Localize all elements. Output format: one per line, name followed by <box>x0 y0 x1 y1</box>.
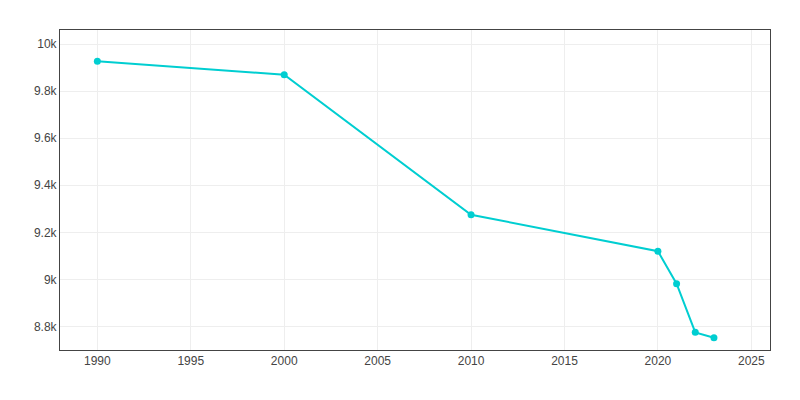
svg-text:9.4k: 9.4k <box>34 178 58 192</box>
svg-text:9k: 9k <box>44 273 58 287</box>
svg-text:2020: 2020 <box>645 354 672 368</box>
svg-text:8.8k: 8.8k <box>34 320 58 334</box>
svg-text:2025: 2025 <box>738 354 765 368</box>
svg-text:2010: 2010 <box>458 354 485 368</box>
svg-text:1995: 1995 <box>177 354 204 368</box>
svg-text:2000: 2000 <box>271 354 298 368</box>
svg-text:9.2k: 9.2k <box>34 226 58 240</box>
svg-text:10k: 10k <box>37 37 57 51</box>
svg-text:2005: 2005 <box>364 354 391 368</box>
svg-text:9.6k: 9.6k <box>34 131 58 145</box>
svg-text:9.8k: 9.8k <box>34 84 58 98</box>
svg-text:2015: 2015 <box>551 354 578 368</box>
svg-text:1990: 1990 <box>84 354 111 368</box>
